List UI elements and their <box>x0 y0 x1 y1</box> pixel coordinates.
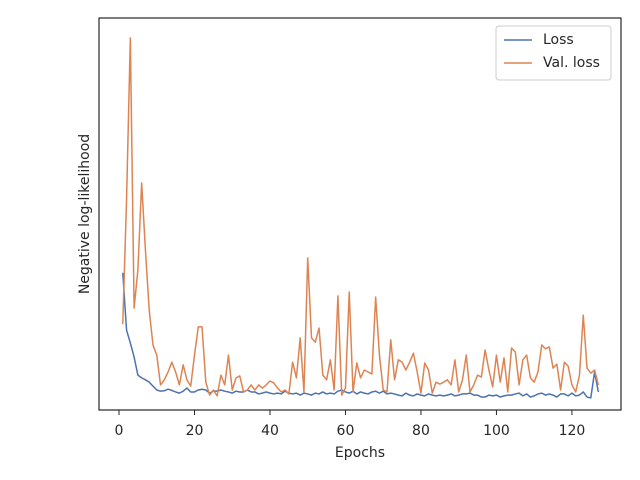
x-tick-label: 120 <box>559 423 586 439</box>
line-series <box>122 272 600 399</box>
y-axis-label: Negative log-likelihood <box>77 134 93 294</box>
x-tick-label: 0 <box>115 423 124 439</box>
x-tick-label: 100 <box>483 423 510 439</box>
x-tick-label: 20 <box>186 423 204 439</box>
x-tick-label: 80 <box>412 423 430 439</box>
x-axis-label: Epochs <box>335 445 385 461</box>
x-tick-label: 60 <box>337 423 355 439</box>
legend-label: Loss <box>543 32 574 48</box>
line-series <box>122 37 600 397</box>
x-tick-label: 40 <box>261 423 279 439</box>
plot-frame <box>98 17 622 411</box>
legend-label: Val. loss <box>543 55 600 71</box>
legend: Loss Val. loss <box>495 25 612 81</box>
